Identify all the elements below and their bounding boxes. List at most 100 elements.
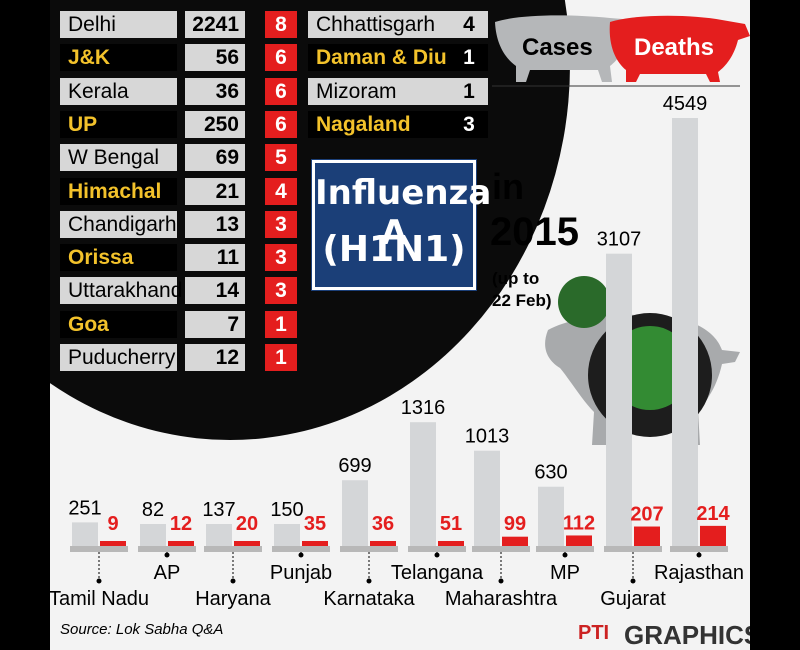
state-name: Himachal — [60, 177, 177, 205]
cases-bar — [274, 524, 300, 546]
deaths-bar — [234, 541, 260, 546]
category-leader-dot — [164, 552, 170, 558]
cases-bar — [206, 524, 232, 546]
category-leader-dot — [96, 578, 102, 584]
bar-baseline — [70, 546, 128, 552]
state-name: Chandigarh — [60, 210, 177, 238]
state-name: UP — [60, 110, 177, 138]
deaths-bar — [370, 541, 396, 546]
state-name: J&K — [60, 44, 177, 72]
bar-baseline — [204, 546, 262, 552]
category-label: Rajasthan — [654, 562, 744, 584]
category-label: Karnataka — [323, 588, 415, 610]
legend-cases: Cases — [522, 34, 593, 61]
state-name: Mizoram — [308, 77, 456, 105]
state-deaths: 4 — [265, 177, 297, 205]
state-cases: 12 — [185, 344, 245, 371]
deaths-bar — [438, 541, 464, 546]
category-leader-dot — [230, 578, 236, 584]
deaths-value-label: 36 — [372, 513, 394, 535]
bar-baseline — [272, 546, 330, 552]
state-value: 4 — [456, 11, 488, 38]
cases-bar — [140, 524, 166, 546]
cases-value-label: 137 — [202, 499, 235, 521]
infographic-panel: Delhi 2241 8 J&K 56 6 Kerala 36 6 UP 250 6 W Bengal 6… — [50, 0, 750, 650]
cases-value-label: 3107 — [597, 229, 642, 251]
category-label: Tamil Nadu — [50, 588, 149, 610]
state-cases: 7 — [185, 310, 245, 338]
deaths-bar — [502, 536, 528, 546]
cases-value-label: 1013 — [465, 426, 510, 448]
state-cases: 21 — [185, 177, 245, 205]
category-leader-dot — [630, 578, 636, 584]
deaths-bar — [100, 541, 126, 546]
category-label: Haryana — [195, 588, 271, 610]
cases-bar — [474, 450, 500, 546]
state-cases: 14 — [185, 277, 245, 305]
state-cases: 69 — [185, 144, 245, 172]
deaths-value-label: 112 — [563, 512, 595, 534]
cases-bar — [342, 480, 368, 546]
deaths-bar — [700, 525, 726, 546]
deaths-value-label: 214 — [696, 503, 730, 525]
bar-baseline — [472, 546, 530, 552]
state-deaths: 8 — [265, 11, 297, 38]
category-leader-dot — [498, 578, 504, 584]
bar-baseline — [604, 546, 662, 552]
deaths-value-label: 12 — [170, 513, 192, 535]
category-leader-dot — [434, 552, 440, 558]
state-name: Uttarakhand — [60, 277, 182, 305]
cases-value-label: 630 — [534, 462, 567, 484]
deaths-value-label: 20 — [236, 513, 258, 535]
cases-bar — [538, 486, 564, 546]
state-deaths: 1 — [265, 310, 297, 338]
state-cases: 13 — [185, 210, 245, 238]
state-cases: 11 — [185, 244, 245, 272]
state-name: Puducherry — [60, 344, 177, 371]
graphics-label: GRAPHICS — [624, 620, 750, 650]
state-deaths: 5 — [265, 144, 297, 172]
state-value: 1 — [456, 77, 488, 105]
state-deaths: 3 — [265, 210, 297, 238]
deaths-value-label: 35 — [304, 513, 326, 535]
state-cases: 36 — [185, 77, 245, 105]
state-name: Daman & Diu — [308, 44, 456, 72]
state-name: Delhi — [60, 11, 177, 38]
category-label: Gujarat — [600, 588, 666, 610]
state-deaths: 6 — [265, 110, 297, 138]
category-label: Punjab — [270, 562, 332, 584]
title-year: 2015 — [490, 210, 579, 254]
state-name: Nagaland — [308, 110, 456, 138]
deaths-bar — [634, 526, 660, 546]
category-label: Maharashtra — [445, 588, 558, 610]
bar-baseline — [408, 546, 466, 552]
cases-value-label: 1316 — [401, 397, 446, 419]
state-deaths: 6 — [265, 77, 297, 105]
state-deaths: 6 — [265, 44, 297, 72]
legend-deaths: Deaths — [634, 34, 715, 61]
category-label: AP — [154, 562, 181, 584]
bar-baseline — [670, 546, 728, 552]
state-name: W Bengal — [60, 144, 177, 172]
state-cases: 250 — [185, 110, 245, 138]
state-value: 1 — [456, 44, 488, 72]
title-note-line1: (up to — [492, 269, 540, 288]
state-name: Goa — [60, 310, 177, 338]
state-name: Orissa — [60, 244, 177, 272]
title-note-line2: 22 Feb) — [492, 291, 552, 310]
bar-baseline — [340, 546, 398, 552]
title-line1: Influenza A — [315, 173, 492, 253]
state-deaths: 1 — [265, 344, 297, 371]
deaths-bar — [566, 535, 592, 546]
title-in: in — [492, 166, 524, 207]
state-deaths: 3 — [265, 244, 297, 272]
state-cases: 2241 — [185, 11, 245, 38]
category-label: Telangana — [391, 562, 484, 584]
cases-bar — [410, 422, 436, 546]
state-deaths: 3 — [265, 277, 297, 305]
bar-baseline — [536, 546, 594, 552]
cases-bar — [72, 522, 98, 546]
legend-pig-cases-icon — [495, 15, 640, 83]
cases-value-label: 150 — [270, 499, 303, 521]
